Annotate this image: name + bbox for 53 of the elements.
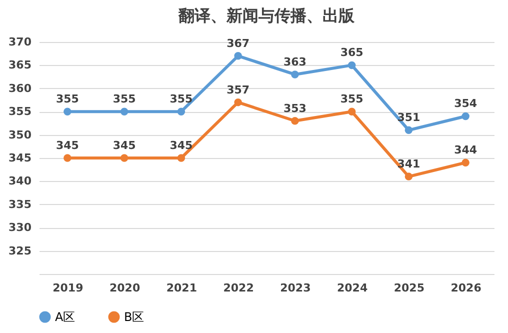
point [64,154,72,162]
point [64,108,72,116]
point [291,70,299,78]
data-label: 345 [56,139,79,152]
x-tick-label: 2020 [110,282,140,294]
point [462,158,470,167]
point [177,154,186,162]
data-label: 341 [397,158,420,171]
point [291,117,299,125]
x-tick-label: 2025 [394,282,424,294]
x-tick-label: 2024 [337,282,368,294]
data-label: 344 [454,144,478,157]
data-label: 365 [340,46,364,60]
data-label: 353 [283,102,306,115]
y-tick-label: 355 [8,105,32,118]
y-tick-label: 370 [8,36,32,48]
point [348,108,356,116]
data-label: 354 [454,97,478,110]
point [120,154,128,162]
y-tick-label: 325 [8,244,32,258]
data-label: 345 [112,139,136,152]
point [404,172,413,180]
data-label: 355 [170,92,193,106]
x-tick-label: 2021 [166,282,197,294]
point [234,52,242,60]
data-label: 363 [283,55,306,68]
data-label: 355 [340,92,364,106]
x-tick-label: 2019 [52,282,84,294]
chart-title: 翻译、新闻与传播、出版 [178,6,356,25]
y-tick-label: 335 [8,198,32,211]
legend-label: A区 [55,310,76,324]
point [404,126,413,134]
data-label: 367 [226,36,250,50]
data-label: 357 [226,83,250,96]
data-label: 345 [170,139,193,152]
x-tick-label: 2022 [223,282,254,294]
y-tick-label: 330 [8,221,32,234]
y-tick-label: 340 [8,174,32,188]
y-tick-label: 350 [8,128,32,142]
x-tick-label: 2026 [450,282,482,294]
legend-label: B区 [124,310,144,324]
data-label: 351 [397,111,420,124]
point [234,98,242,106]
y-tick-label: 360 [8,82,32,95]
y-tick-label: 345 [8,152,32,164]
point [177,108,186,116]
point [348,61,356,70]
data-label: 355 [112,92,136,106]
point [120,108,128,116]
data-label: 355 [56,92,79,106]
point [462,112,470,120]
y-tick-label: 365 [8,58,32,72]
x-tick-label: 2023 [280,282,311,294]
